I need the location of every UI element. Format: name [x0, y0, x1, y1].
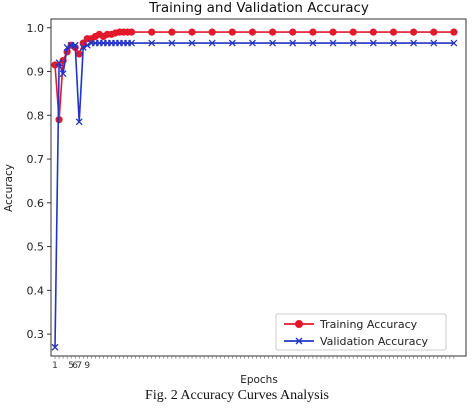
series-line — [54, 42, 454, 348]
y-tick-label: 0.6 — [27, 197, 45, 210]
y-tick-label: 0.9 — [27, 66, 45, 79]
accuracy-chart: Training and Validation Accuracy 0.30.40… — [3, 0, 467, 386]
x-tick-label: 5 — [68, 361, 74, 371]
data-point — [59, 70, 67, 78]
y-tick-label: 0.4 — [27, 284, 45, 297]
data-point — [390, 39, 397, 47]
chart-title: Training and Validation Accuracy — [148, 0, 369, 16]
data-point — [79, 43, 87, 51]
plot-frame — [50, 18, 467, 357]
data-point — [228, 39, 236, 47]
figure-caption: Fig. 2 Accuracy Curves Analysis — [145, 388, 329, 403]
data-point — [248, 28, 257, 36]
data-point — [75, 118, 83, 126]
data-point — [188, 28, 196, 36]
x-tick-label: 1 — [52, 361, 58, 371]
y-tick-label: 0.8 — [27, 109, 45, 122]
y-tick-label: 0.7 — [27, 153, 45, 166]
y-tick-label: 0.5 — [27, 241, 45, 254]
data-point — [188, 39, 196, 47]
data-point — [148, 39, 156, 47]
data-point — [128, 39, 136, 47]
data-point — [450, 39, 458, 47]
data-point — [228, 28, 236, 36]
data-point — [309, 39, 317, 47]
legend-entry: Validation Accuracy — [284, 335, 429, 348]
data-point — [369, 28, 377, 36]
series-training — [51, 28, 458, 124]
legend: Training Accuracy Validation Accuracy — [275, 313, 447, 351]
data-point — [329, 39, 337, 47]
data-point — [248, 39, 256, 47]
data-point — [430, 39, 438, 47]
data-point — [289, 28, 297, 36]
legend-marker — [295, 337, 303, 345]
data-point — [75, 50, 83, 58]
data-point — [349, 28, 357, 36]
data-point — [410, 28, 418, 36]
data-point — [329, 28, 337, 36]
data-point — [127, 28, 136, 36]
x-axis-label: Epochs — [240, 374, 278, 386]
data-point — [309, 28, 317, 36]
x-tick-label: 9 — [84, 361, 90, 371]
legend-entry: Training Accuracy — [284, 318, 418, 331]
data-point — [289, 39, 297, 47]
data-point — [55, 59, 63, 67]
data-point — [208, 28, 216, 36]
legend-marker — [295, 320, 303, 328]
data-point — [430, 28, 438, 36]
data-point — [389, 28, 398, 36]
legend-label: Training Accuracy — [319, 318, 418, 331]
data-point — [269, 28, 277, 36]
x-tick-label: 7 — [76, 361, 82, 371]
data-point — [450, 28, 458, 36]
y-axis-label: Accuracy — [3, 164, 15, 212]
data-point — [168, 28, 176, 36]
y-tick-label: 1.0 — [27, 22, 45, 35]
x-axis: 1 567 9 — [52, 356, 455, 371]
data-point — [208, 39, 216, 47]
data-point — [71, 41, 79, 49]
data-point — [168, 39, 176, 47]
data-point — [148, 28, 156, 36]
data-point — [51, 343, 59, 351]
data-point — [410, 39, 418, 47]
x-tick-label: 6 — [72, 361, 78, 371]
legend-label: Validation Accuracy — [320, 335, 429, 348]
y-axis: 0.3 0.4 0.5 0.6 0.7 0.8 0.9 1.0 — [27, 22, 51, 341]
series-validation — [51, 39, 458, 351]
y-tick-label: 0.3 — [27, 328, 45, 341]
legend-box — [275, 313, 447, 351]
data-point — [63, 43, 71, 51]
data-point — [51, 61, 59, 69]
data-point — [83, 41, 91, 49]
series-layer — [51, 28, 458, 351]
data-point — [269, 39, 277, 47]
data-point — [349, 39, 357, 47]
data-point — [369, 39, 377, 47]
